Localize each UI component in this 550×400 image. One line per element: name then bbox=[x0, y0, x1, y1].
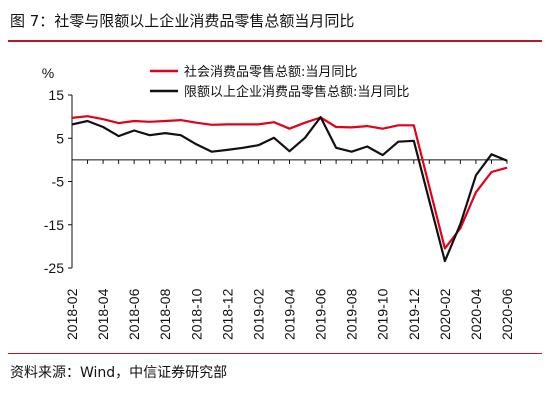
x-tick-label: 2020-06 bbox=[499, 288, 515, 340]
x-axis: 2018-02 2018-04 2018-06 2018-08 2018-10 2018-… bbox=[64, 159, 515, 340]
y-axis: % 15 5 -5 -15 -25 bbox=[42, 65, 73, 276]
y-tick-label: -15 bbox=[44, 217, 64, 233]
y-tick-label: -5 bbox=[52, 174, 65, 190]
y-unit-label: % bbox=[42, 65, 54, 81]
series-lines bbox=[71, 115, 508, 263]
y-tick-label: -25 bbox=[44, 260, 64, 276]
title-divider bbox=[8, 40, 542, 42]
x-tick-label: 2018-04 bbox=[95, 288, 111, 340]
x-tick-label: 2020-04 bbox=[468, 288, 484, 340]
x-tick-label: 2020-02 bbox=[437, 288, 453, 340]
y-tick-label: 5 bbox=[56, 130, 64, 146]
x-tick-label: 2019-08 bbox=[344, 288, 360, 340]
series-2 bbox=[71, 115, 508, 263]
source-note: 资料来源：Wind，中信证券研究部 bbox=[10, 365, 228, 381]
x-tick-label: 2019-12 bbox=[406, 288, 422, 340]
x-tick-label: 2018-12 bbox=[219, 288, 235, 340]
x-tick-label: 2019-06 bbox=[313, 288, 329, 340]
series-line bbox=[71, 115, 508, 250]
series-1 bbox=[71, 115, 508, 250]
x-tick-label: 2019-02 bbox=[250, 288, 266, 340]
y-tick-label: 15 bbox=[48, 87, 64, 103]
x-tick-label: 2019-04 bbox=[282, 288, 298, 340]
source-divider bbox=[8, 353, 542, 354]
chart-title: 图 7：社零与限额以上企业消费品零售总额当月同比 bbox=[10, 12, 355, 30]
x-tick-label: 2018-10 bbox=[188, 288, 204, 340]
x-tick-label: 2018-08 bbox=[157, 288, 173, 340]
x-tick-label: 2019-10 bbox=[375, 288, 391, 340]
legend-label: 社会消费品零售总额:当月同比 bbox=[184, 64, 357, 80]
series-line bbox=[71, 115, 508, 263]
legend-label: 限额以上企业消费品零售总额:当月同比 bbox=[184, 84, 409, 100]
x-tick-label: 2018-02 bbox=[64, 288, 80, 340]
x-tick-label: 2018-06 bbox=[126, 288, 142, 340]
